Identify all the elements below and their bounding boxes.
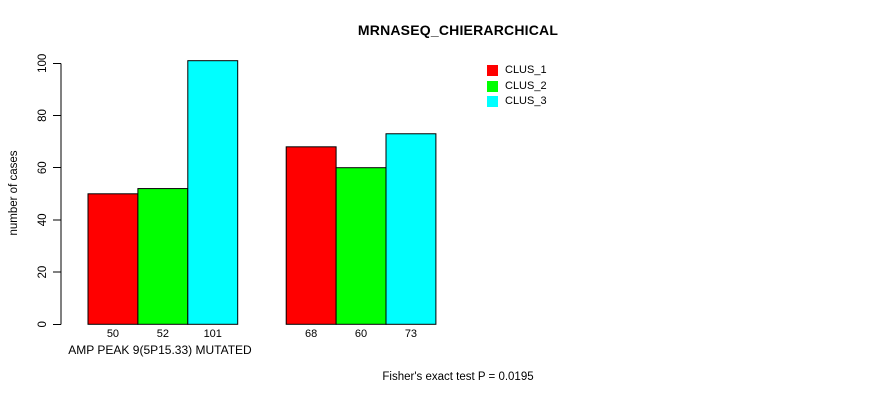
x-axis-group-label: AMP PEAK 9(5P15.33) MUTATED — [68, 343, 252, 357]
bar-clus_3-group1 — [187, 60, 239, 325]
y-axis-tick-label: 80 — [37, 109, 49, 122]
legend-label-clus-3: CLUS_3 — [505, 94, 547, 107]
bar-clus_1-group1 — [87, 193, 139, 325]
bar-value-label: 50 — [107, 328, 119, 340]
y-axis-tick-label: 100 — [37, 54, 49, 73]
y-axis-tick-label: 40 — [37, 214, 49, 227]
legend-label-clus-1: CLUS_1 — [505, 64, 547, 77]
y-axis-tick-label: 0 — [37, 321, 49, 327]
bar-clus_3-group2 — [385, 133, 437, 325]
y-axis-tick-label: 20 — [37, 266, 49, 279]
bar-value-label: 68 — [305, 328, 317, 340]
bar-value-label: 60 — [355, 328, 367, 340]
bar-value-label: 101 — [204, 328, 222, 340]
bar-clus_2-group2 — [335, 167, 387, 325]
legend-swatch-clus-2 — [487, 80, 498, 92]
stat-annotation: Fisher's exact test P = 0.0195 — [382, 371, 534, 383]
y-axis-tick-label: 60 — [37, 161, 49, 174]
bar-clus_1-group2 — [285, 146, 337, 325]
legend-swatch-clus-1 — [487, 65, 498, 77]
bar-clus_2-group1 — [137, 188, 189, 325]
legend-item-clus-1: CLUS_1 — [487, 63, 547, 78]
bar-value-label: 52 — [157, 328, 169, 340]
bar-value-label: 73 — [405, 328, 417, 340]
legend-item-clus-2: CLUS_2 — [487, 78, 547, 93]
legend: CLUS_1 CLUS_2 CLUS_3 — [487, 63, 547, 109]
legend-item-clus-3: CLUS_3 — [487, 94, 547, 109]
chart-title: MRNASEQ_CHIERARCHICAL — [357, 22, 559, 38]
legend-label-clus-2: CLUS_2 — [505, 79, 547, 92]
legend-swatch-clus-3 — [487, 95, 498, 107]
